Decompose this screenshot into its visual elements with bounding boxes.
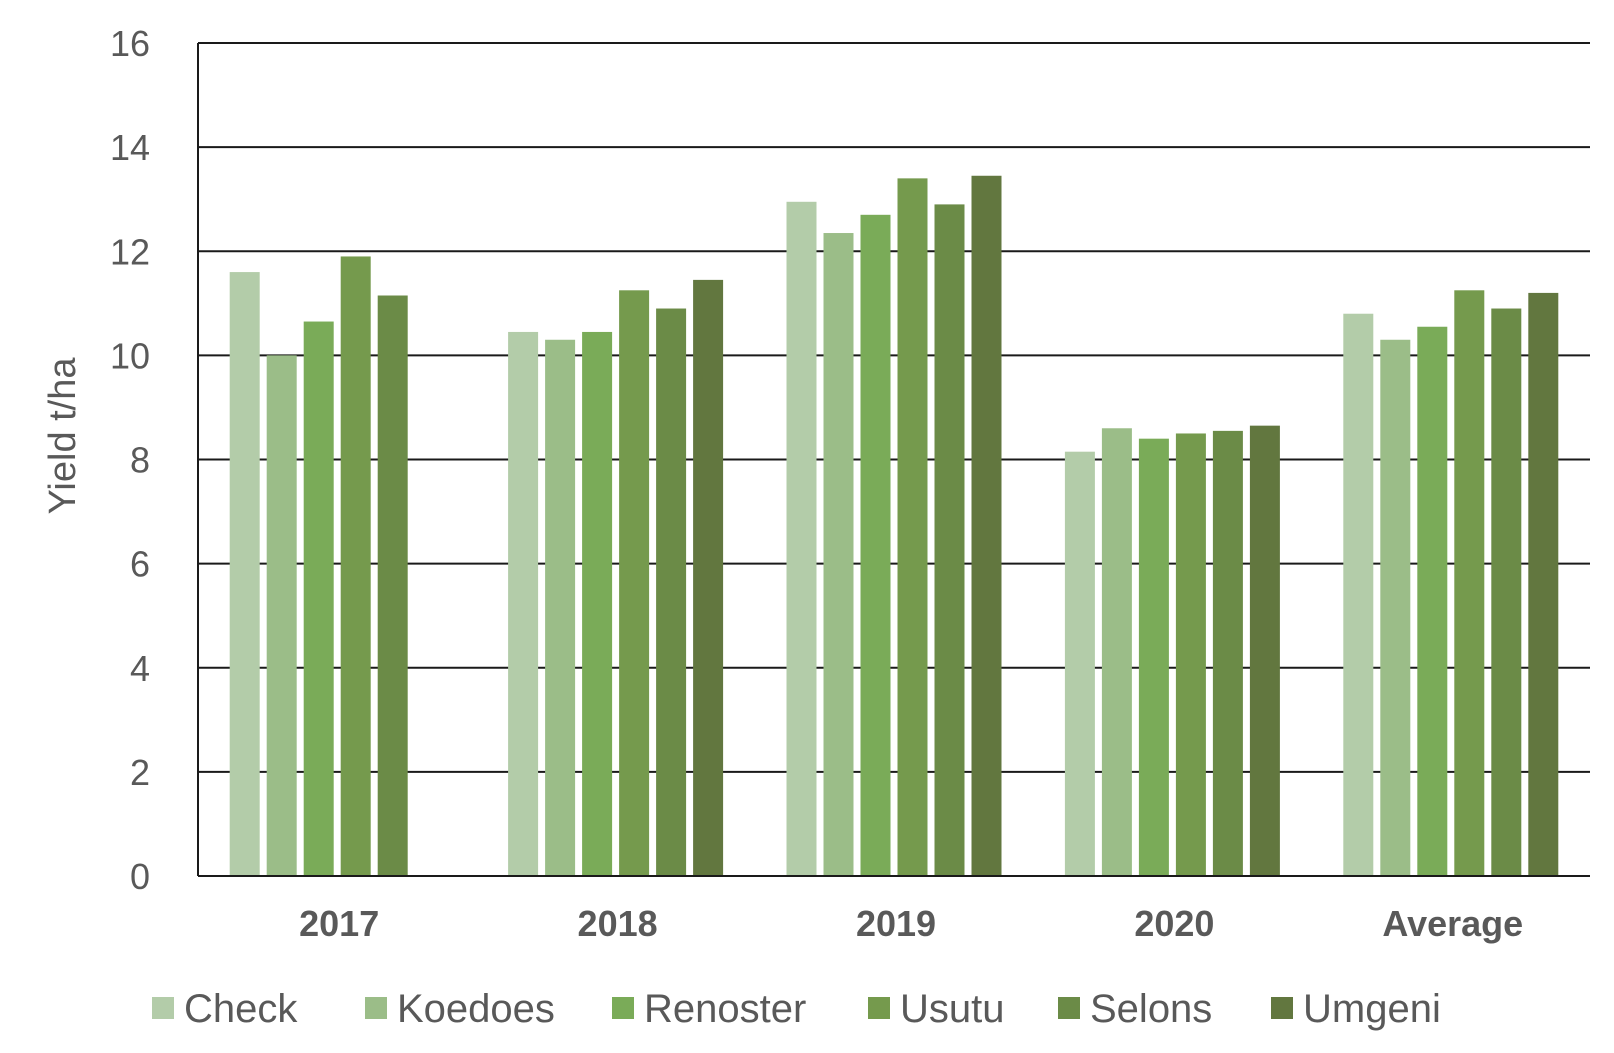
- y-tick-label: 4: [130, 648, 150, 689]
- bar-usutu-2017: [340, 256, 371, 876]
- bar-koedoes-2017: [266, 355, 297, 876]
- bar-check-2018: [508, 331, 539, 876]
- bar-selons-2018: [656, 308, 687, 876]
- bar-umgeni-2018: [693, 279, 724, 876]
- y-tick-label: 16: [110, 23, 150, 64]
- legend-label: Koedoes: [397, 987, 555, 1031]
- x-category-label: 2020: [1134, 903, 1214, 944]
- y-axis-label: Yield t/ha: [42, 357, 84, 515]
- y-tick-label: 12: [110, 231, 150, 272]
- x-category-label: Average: [1382, 903, 1523, 944]
- bar-koedoes-2018: [545, 339, 576, 877]
- bar-usutu-2018: [619, 290, 650, 876]
- legend-label: Selons: [1090, 987, 1212, 1031]
- bar-renoster-2017: [303, 321, 334, 876]
- y-tick-label: 2: [130, 752, 150, 793]
- bar-renoster-2019: [860, 214, 891, 876]
- bar-koedoes-2019: [823, 233, 854, 876]
- legend-label: Renoster: [644, 987, 806, 1031]
- legend-item-usutu: Usutu: [868, 987, 1005, 1031]
- legend-item-selons: Selons: [1058, 987, 1212, 1031]
- x-category-label: 2019: [856, 903, 936, 944]
- legend-swatch: [612, 997, 634, 1019]
- bar-usutu-2019: [897, 178, 928, 877]
- x-axis-categories: 2017 2018 2019 2020 Average: [299, 903, 1523, 944]
- legend-swatch: [1271, 997, 1293, 1019]
- bar-selons-2020: [1212, 430, 1243, 876]
- y-tick-label: 8: [130, 440, 150, 481]
- bar-usutu-2020: [1175, 433, 1206, 876]
- bar-check-2019: [786, 201, 817, 876]
- legend-label: Usutu: [900, 987, 1005, 1031]
- legend-item-check: Check: [152, 987, 298, 1031]
- legend-swatch: [152, 997, 174, 1019]
- bar-selons-2017: [377, 295, 408, 876]
- legend-item-koedoes: Koedoes: [365, 987, 555, 1031]
- gridlines: [198, 42, 1590, 773]
- bar-renoster-2020: [1138, 438, 1169, 876]
- bar-umgeni-2020: [1249, 425, 1280, 876]
- legend-swatch: [1058, 997, 1080, 1019]
- bar-umgeni-average: [1528, 292, 1559, 876]
- y-tick-label: 0: [130, 856, 150, 897]
- bar-check-2020: [1064, 451, 1095, 876]
- y-tick-label: 6: [130, 544, 150, 585]
- bar-check-2017: [229, 272, 260, 876]
- bar-koedoes-average: [1380, 339, 1411, 877]
- bar-renoster-2018: [582, 331, 613, 876]
- bars: [229, 175, 1559, 877]
- bar-renoster-average: [1417, 326, 1448, 877]
- bar-selons-2019: [934, 204, 965, 877]
- bar-check-average: [1343, 313, 1374, 877]
- x-category-label: 2017: [299, 903, 379, 944]
- legend-swatch: [365, 997, 387, 1019]
- legend-label: Umgeni: [1303, 987, 1441, 1031]
- axes: [197, 43, 1590, 877]
- x-category-label: 2018: [578, 903, 658, 944]
- legend-item-renoster: Renoster: [612, 987, 806, 1031]
- bar-umgeni-2019: [971, 175, 1002, 876]
- bar-usutu-average: [1454, 290, 1485, 876]
- legend-label: Check: [184, 987, 298, 1031]
- legend-swatch: [868, 997, 890, 1019]
- bar-koedoes-2020: [1101, 428, 1132, 876]
- y-tick-label: 10: [110, 335, 150, 376]
- bar-selons-average: [1491, 308, 1522, 876]
- y-tick-label: 14: [110, 127, 150, 168]
- legend-item-umgeni: Umgeni: [1271, 987, 1441, 1031]
- legend: Check Koedoes Renoster Usutu Selons Umgeni: [152, 987, 1441, 1031]
- y-axis-ticks: 0 2 4 6 8 10 12 14 16: [110, 23, 150, 897]
